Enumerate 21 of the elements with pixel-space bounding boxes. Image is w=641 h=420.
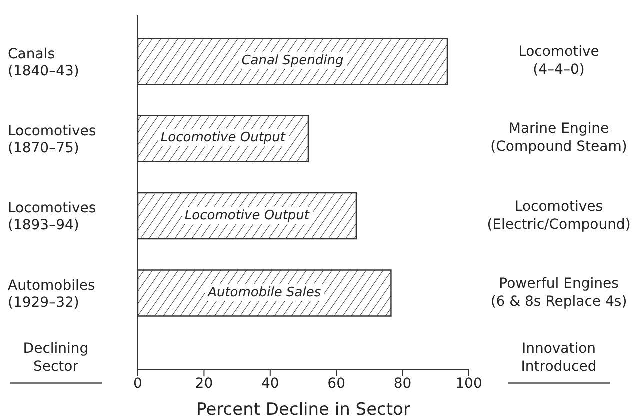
annotation: Automobile Sales bbox=[205, 284, 324, 302]
x-tick-label: 80 bbox=[394, 376, 412, 392]
x-tick-label: 100 bbox=[456, 376, 482, 392]
x-axis-title: Percent Decline in Sector bbox=[196, 400, 410, 420]
y-tick-label: Automobiles (1929–32) bbox=[8, 278, 96, 311]
annotation: Locomotive Output bbox=[158, 130, 289, 147]
x-tick-label: 60 bbox=[328, 376, 346, 392]
y-tick-label: Locomotives (1870–75) bbox=[8, 123, 96, 156]
text: Powerful Engines (6 & 8s Replace 4s) bbox=[490, 274, 628, 311]
x-tick-label: 0 bbox=[134, 376, 142, 392]
x-tick-label: 40 bbox=[261, 376, 280, 392]
y2-axis-title: Innovation Introduced bbox=[520, 340, 598, 376]
text: Locomotive (4–4–0) bbox=[518, 43, 600, 80]
x-tick-label: 20 bbox=[195, 376, 214, 392]
annotation: Locomotive Output bbox=[182, 207, 313, 224]
y-tick-label: Canals (1840–43) bbox=[8, 46, 80, 80]
text: Marine Engine (Compound Steam) bbox=[490, 120, 628, 156]
y-axis-title: Declining Sector bbox=[22, 340, 90, 376]
annotation: Canal Spending bbox=[238, 52, 347, 70]
y-tick-label: Locomotives (1893–94) bbox=[8, 200, 96, 234]
text: Locomotives (Electric/Compound) bbox=[486, 198, 632, 234]
